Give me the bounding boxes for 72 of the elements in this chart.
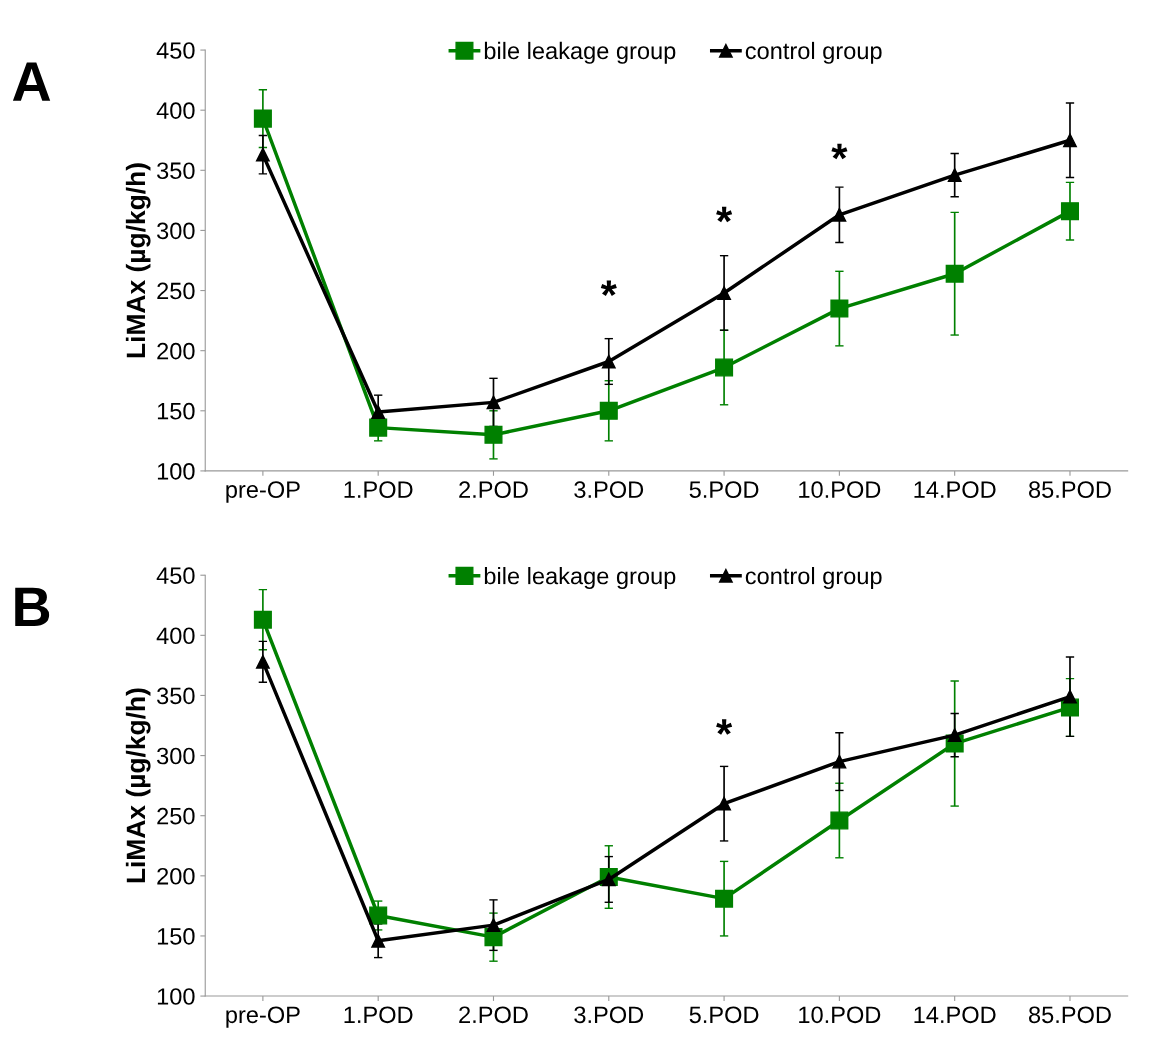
x-tick-label: 2.POD — [459, 1006, 528, 1024]
x-tick-label: pre-OP — [226, 1006, 300, 1028]
y-tick-label: 100 — [157, 988, 195, 1005]
x-tick-label: 1.POD — [344, 481, 413, 498]
chart-title: B — [15, 587, 50, 626]
y-tick-label: 150 — [157, 928, 195, 945]
x-tick-label: 85.POD — [1029, 1006, 1111, 1024]
y-tick-label: 400 — [156, 102, 195, 119]
point — [601, 872, 616, 887]
y-tick-label: 350 — [157, 687, 195, 705]
y-tick-label: 450 — [156, 42, 195, 59]
x-tick-label: 1.POD — [344, 1006, 413, 1024]
point — [369, 906, 388, 925]
point — [371, 405, 386, 419]
x-tick-label: pre-OP — [226, 481, 300, 503]
y-tick-label: 150 — [157, 402, 195, 420]
point — [599, 401, 618, 420]
point — [484, 425, 503, 444]
point — [601, 354, 616, 369]
point — [947, 728, 962, 743]
point — [255, 654, 270, 669]
x-tick-label: 10.POD — [799, 1006, 881, 1024]
point — [369, 418, 388, 437]
point — [1060, 202, 1080, 221]
point — [1063, 689, 1077, 704]
y-tick-label: 450 — [156, 567, 195, 584]
point — [1063, 133, 1077, 148]
legend-label: control group — [745, 41, 882, 64]
annotation: * — [600, 280, 617, 296]
legend-label: control group — [745, 567, 882, 590]
x-tick-label: 3.POD — [574, 481, 644, 498]
annotation: * — [716, 719, 733, 735]
x-tick-label: 5.POD — [689, 481, 759, 498]
y-tick-label: 200 — [157, 867, 195, 885]
y-tick-label: 300 — [157, 222, 195, 240]
point — [717, 796, 732, 811]
point — [371, 933, 386, 948]
point — [253, 109, 272, 128]
x-tick-label: 10.POD — [799, 481, 881, 498]
point — [717, 286, 732, 300]
point — [715, 358, 734, 377]
chart-title: A — [12, 62, 51, 101]
point — [253, 610, 272, 629]
x-tick-label: 14.POD — [914, 1006, 996, 1024]
point — [255, 147, 270, 162]
annotation: * — [831, 143, 848, 160]
point — [486, 918, 501, 933]
y-tick-label: 100 — [157, 462, 195, 480]
point — [830, 811, 849, 830]
point — [715, 889, 734, 908]
x-tick-label: 5.POD — [689, 1006, 759, 1024]
legend-label: bile leakage group — [484, 567, 676, 590]
y-axis-title: LiMAx (µg/kg/h) — [125, 688, 151, 883]
x-tick-label: 3.POD — [574, 1006, 644, 1024]
point — [830, 299, 849, 318]
point — [832, 754, 847, 769]
point — [945, 264, 964, 283]
y-tick-label: 200 — [157, 342, 195, 360]
x-tick-label: 14.POD — [914, 481, 996, 498]
y-tick-label: 250 — [157, 807, 195, 825]
annotation: * — [716, 206, 733, 223]
point — [832, 207, 847, 222]
point — [947, 168, 962, 183]
x-tick-label: 2.POD — [459, 481, 528, 498]
y-tick-label: 400 — [156, 627, 195, 645]
point — [486, 395, 501, 410]
legend-label: bile leakage group — [484, 41, 676, 64]
y-tick-label: 250 — [157, 282, 195, 300]
y-tick-label: 300 — [157, 747, 195, 765]
y-axis-title: LiMAx (µg/kg/h) — [125, 163, 151, 358]
y-tick-label: 350 — [157, 162, 195, 180]
x-tick-label: 85.POD — [1029, 481, 1111, 498]
